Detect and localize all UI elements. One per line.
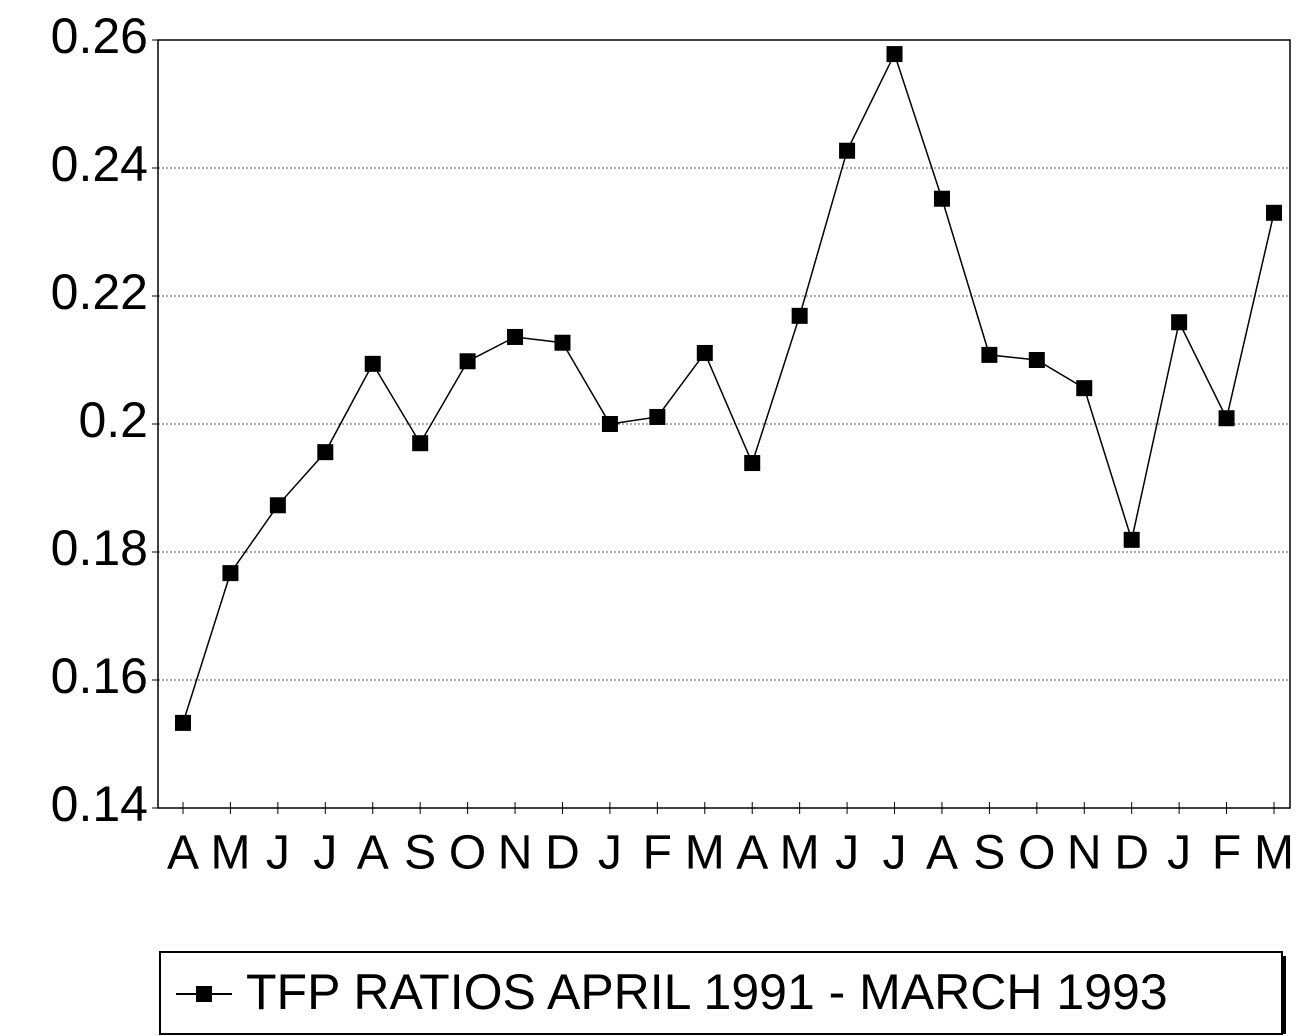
- point: [933, 190, 950, 207]
- point: [839, 142, 856, 159]
- point: [981, 346, 998, 363]
- x-tick-label: M: [780, 827, 820, 880]
- y-tick-label: 0.24: [51, 136, 148, 192]
- point: [554, 334, 571, 351]
- x-tick-label: A: [926, 827, 958, 880]
- legend-marker: [196, 986, 212, 1002]
- y-tick-label: 0.18: [51, 520, 148, 576]
- point: [412, 435, 429, 452]
- y-tick-label: 0.22: [51, 264, 148, 320]
- x-tick-label: F: [643, 827, 672, 880]
- x-tick-label: D: [1114, 827, 1149, 880]
- point: [1076, 380, 1093, 397]
- x-tick-label: J: [266, 827, 290, 880]
- x-tick-label: A: [167, 827, 199, 880]
- y-tick-label: 0.14: [51, 776, 148, 832]
- y-tick-label: 0.16: [51, 648, 148, 704]
- x-tick-label: A: [736, 827, 768, 880]
- x-tick-label: S: [404, 827, 436, 880]
- x-tick-label: D: [545, 827, 580, 880]
- x-tick-label: A: [357, 827, 389, 880]
- x-tick-label: J: [1167, 827, 1191, 880]
- x-tick-label: M: [1254, 827, 1294, 880]
- point: [791, 307, 808, 324]
- x-tick-label: N: [498, 827, 533, 880]
- point: [886, 46, 903, 63]
- x-tick-label: N: [1067, 827, 1102, 880]
- point: [601, 416, 618, 432]
- point: [269, 497, 286, 514]
- x-tick-label: O: [449, 827, 486, 880]
- x-tick-label: J: [313, 827, 337, 880]
- point: [1266, 204, 1282, 221]
- x-tick-label: M: [685, 827, 725, 880]
- point: [1028, 352, 1045, 368]
- point: [175, 714, 191, 731]
- point: [507, 328, 524, 345]
- plot-frame: [157, 39, 1291, 809]
- point: [459, 353, 476, 370]
- y-tick-label: 0.2: [78, 392, 148, 448]
- point: [696, 344, 713, 361]
- point: [744, 455, 761, 472]
- point: [317, 444, 334, 461]
- x-tick-label: F: [1212, 827, 1241, 880]
- x-tick-label: J: [835, 827, 859, 880]
- point: [1218, 410, 1235, 427]
- point: [222, 565, 239, 582]
- point: [649, 408, 666, 425]
- point: [1171, 314, 1188, 331]
- x-tick-label: M: [210, 827, 250, 880]
- y-tick-label: 0.26: [51, 8, 148, 64]
- point: [1123, 531, 1140, 548]
- legend-label: TFP RATIOS APRIL 1991 - MARCH 1993: [246, 964, 1168, 1020]
- x-tick-label: O: [1018, 827, 1055, 880]
- x-tick-label: J: [883, 827, 907, 880]
- x-tick-label: S: [973, 827, 1005, 880]
- series-line: [182, 52, 1275, 724]
- point: [364, 355, 381, 372]
- x-tick-label: J: [598, 827, 622, 880]
